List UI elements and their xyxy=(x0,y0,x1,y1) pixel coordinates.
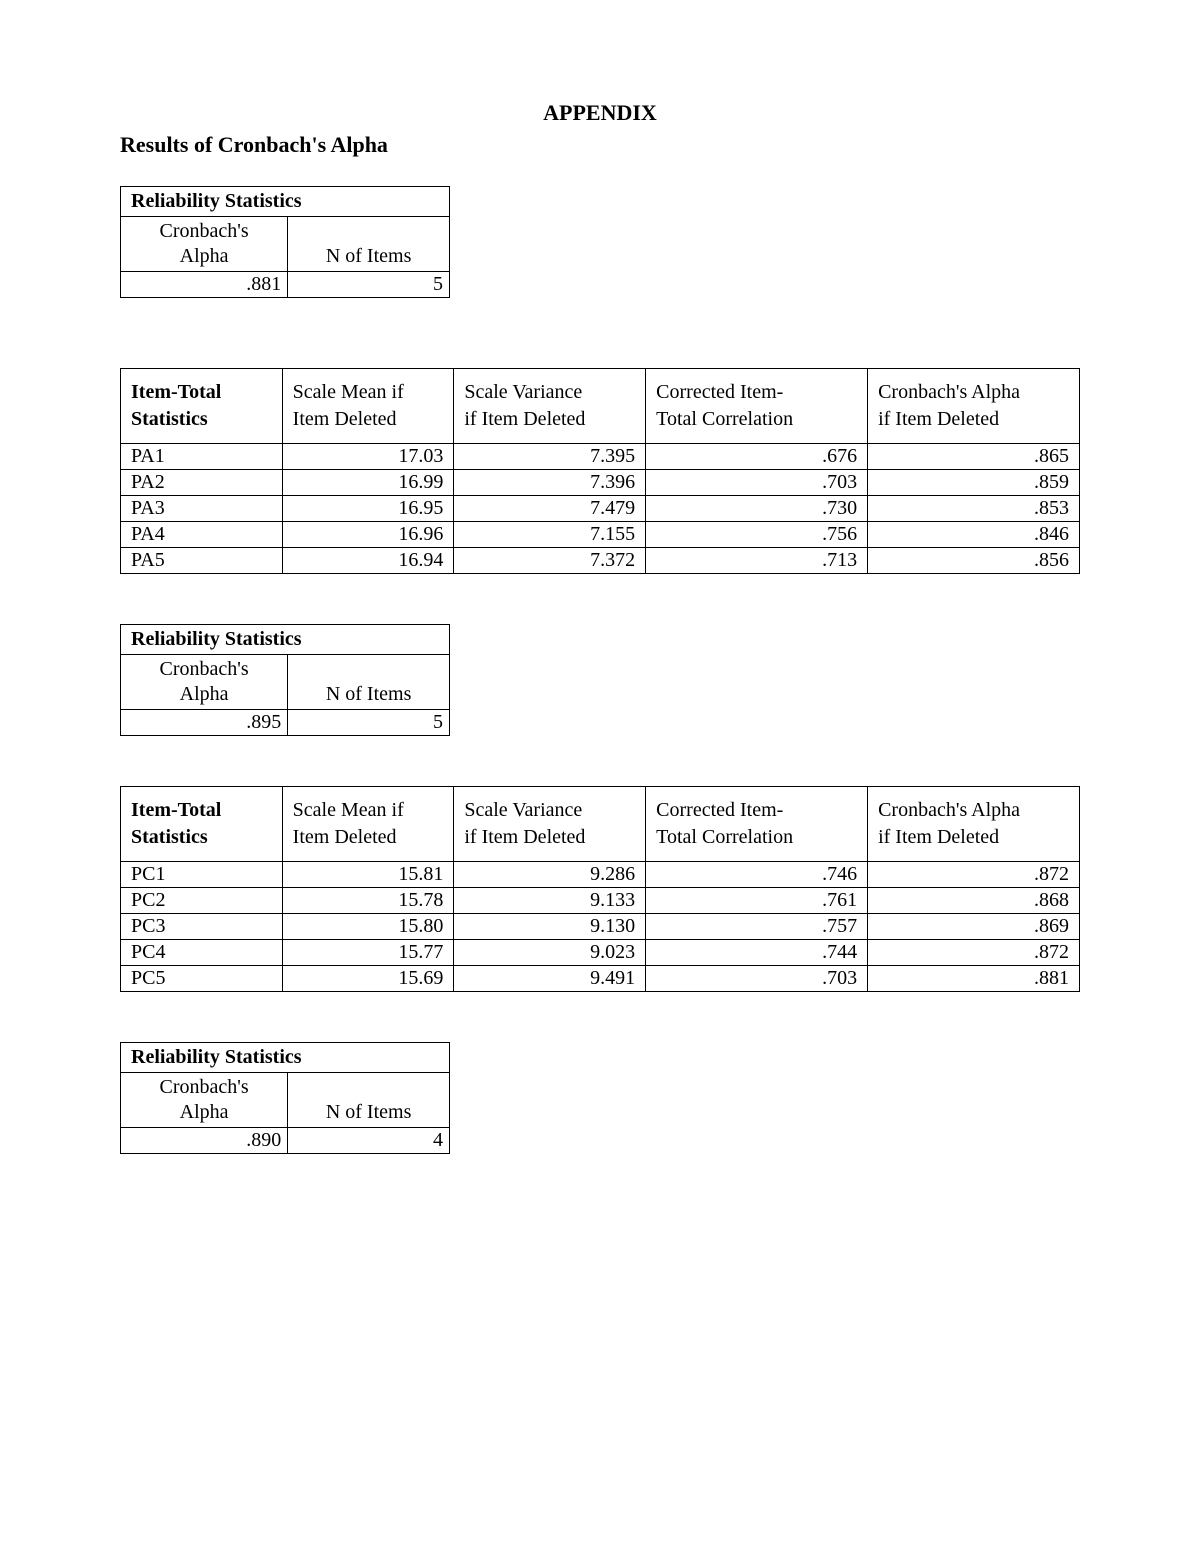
item-total-variance-header: Scale Varianceif Item Deleted xyxy=(454,787,646,862)
table-row: PC215.789.133.761.868 xyxy=(121,888,1080,914)
item-alpha: .856 xyxy=(868,548,1080,574)
item-total-statistics-table: Item-TotalStatisticsScale Mean ifItem De… xyxy=(120,368,1080,574)
item-label: PA3 xyxy=(121,496,283,522)
item-label: PA2 xyxy=(121,470,283,496)
item-alpha: .872 xyxy=(868,862,1080,888)
item-correlation: .757 xyxy=(646,914,868,940)
item-total-mean-header: Scale Mean ifItem Deleted xyxy=(282,787,454,862)
item-variance: 9.286 xyxy=(454,862,646,888)
item-alpha: .859 xyxy=(868,470,1080,496)
item-alpha: .846 xyxy=(868,522,1080,548)
item-total-variance-header: Scale Varianceif Item Deleted xyxy=(454,369,646,444)
item-alpha: .881 xyxy=(868,966,1080,992)
item-mean: 15.80 xyxy=(282,914,454,940)
reliability-alpha-value: .881 xyxy=(121,272,288,298)
item-label: PC4 xyxy=(121,940,283,966)
reliability-nitems-value: 4 xyxy=(288,1128,450,1154)
table-row: PA416.967.155.756.846 xyxy=(121,522,1080,548)
appendix-title: APPENDIX xyxy=(120,100,1080,126)
item-mean: 16.94 xyxy=(282,548,454,574)
table-row: PA516.947.372.713.856 xyxy=(121,548,1080,574)
item-mean: 15.78 xyxy=(282,888,454,914)
reliability-col-nitems-header: N of Items xyxy=(288,655,450,710)
item-alpha: .865 xyxy=(868,444,1080,470)
reliability-alpha-value: .890 xyxy=(121,1128,288,1154)
item-variance: 9.023 xyxy=(454,940,646,966)
item-label: PC3 xyxy=(121,914,283,940)
item-alpha: .868 xyxy=(868,888,1080,914)
reliability-statistics-table: Reliability StatisticsCronbach'sAlphaN o… xyxy=(120,1042,450,1154)
reliability-col-nitems-header: N of Items xyxy=(288,1073,450,1128)
reliability-title: Reliability Statistics xyxy=(121,1043,450,1073)
item-total-alpha-header: Cronbach's Alphaif Item Deleted xyxy=(868,369,1080,444)
item-mean: 15.69 xyxy=(282,966,454,992)
item-total-correlation-header: Corrected Item-Total Correlation xyxy=(646,787,868,862)
item-variance: 7.479 xyxy=(454,496,646,522)
reliability-statistics-table: Reliability StatisticsCronbach'sAlphaN o… xyxy=(120,186,450,298)
item-total-statistics-table: Item-TotalStatisticsScale Mean ifItem De… xyxy=(120,786,1080,992)
item-variance: 9.491 xyxy=(454,966,646,992)
item-mean: 16.95 xyxy=(282,496,454,522)
item-variance: 7.396 xyxy=(454,470,646,496)
item-correlation: .746 xyxy=(646,862,868,888)
reliability-col-alpha-header: Cronbach'sAlpha xyxy=(121,217,288,272)
item-mean: 16.99 xyxy=(282,470,454,496)
table-row: PC515.699.491.703.881 xyxy=(121,966,1080,992)
item-correlation: .713 xyxy=(646,548,868,574)
item-label: PC2 xyxy=(121,888,283,914)
section-title: Results of Cronbach's Alpha xyxy=(120,132,1080,158)
item-label: PA1 xyxy=(121,444,283,470)
item-variance: 9.133 xyxy=(454,888,646,914)
table-row: PC115.819.286.746.872 xyxy=(121,862,1080,888)
reliability-col-alpha-header: Cronbach'sAlpha xyxy=(121,1073,288,1128)
item-total-mean-header: Scale Mean ifItem Deleted xyxy=(282,369,454,444)
item-total-title-header: Item-TotalStatistics xyxy=(121,787,283,862)
reliability-nitems-value: 5 xyxy=(288,710,450,736)
reliability-statistics-table: Reliability StatisticsCronbach'sAlphaN o… xyxy=(120,624,450,736)
item-correlation: .703 xyxy=(646,470,868,496)
table-row: PA216.997.396.703.859 xyxy=(121,470,1080,496)
item-correlation: .761 xyxy=(646,888,868,914)
item-label: PC5 xyxy=(121,966,283,992)
item-correlation: .676 xyxy=(646,444,868,470)
item-alpha: .853 xyxy=(868,496,1080,522)
item-alpha: .872 xyxy=(868,940,1080,966)
table-row: PC415.779.023.744.872 xyxy=(121,940,1080,966)
item-mean: 15.77 xyxy=(282,940,454,966)
table-row: PA117.037.395.676.865 xyxy=(121,444,1080,470)
reliability-col-nitems-header: N of Items xyxy=(288,217,450,272)
reliability-title: Reliability Statistics xyxy=(121,187,450,217)
item-alpha: .869 xyxy=(868,914,1080,940)
item-total-alpha-header: Cronbach's Alphaif Item Deleted xyxy=(868,787,1080,862)
item-correlation: .744 xyxy=(646,940,868,966)
item-variance: 7.395 xyxy=(454,444,646,470)
reliability-title: Reliability Statistics xyxy=(121,625,450,655)
content-area: Reliability StatisticsCronbach'sAlphaN o… xyxy=(120,186,1080,1154)
item-correlation: .756 xyxy=(646,522,868,548)
table-row: PA316.957.479.730.853 xyxy=(121,496,1080,522)
item-variance: 7.155 xyxy=(454,522,646,548)
item-correlation: .703 xyxy=(646,966,868,992)
item-label: PA5 xyxy=(121,548,283,574)
item-mean: 16.96 xyxy=(282,522,454,548)
item-label: PA4 xyxy=(121,522,283,548)
item-correlation: .730 xyxy=(646,496,868,522)
table-row: PC315.809.130.757.869 xyxy=(121,914,1080,940)
item-variance: 7.372 xyxy=(454,548,646,574)
item-total-title-header: Item-TotalStatistics xyxy=(121,369,283,444)
reliability-nitems-value: 5 xyxy=(288,272,450,298)
item-variance: 9.130 xyxy=(454,914,646,940)
item-total-correlation-header: Corrected Item-Total Correlation xyxy=(646,369,868,444)
reliability-alpha-value: .895 xyxy=(121,710,288,736)
reliability-col-alpha-header: Cronbach'sAlpha xyxy=(121,655,288,710)
item-mean: 15.81 xyxy=(282,862,454,888)
item-label: PC1 xyxy=(121,862,283,888)
item-mean: 17.03 xyxy=(282,444,454,470)
